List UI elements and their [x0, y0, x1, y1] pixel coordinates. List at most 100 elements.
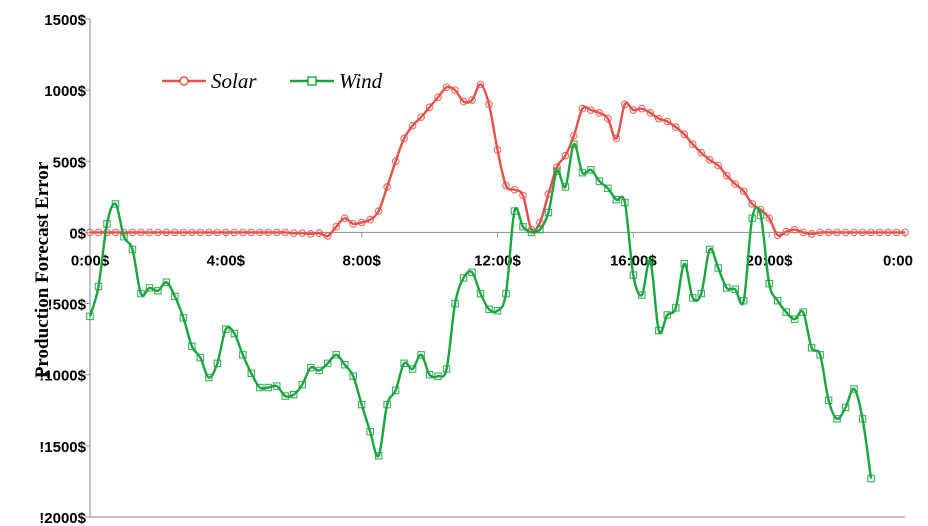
solar-point — [332, 222, 341, 231]
solar-point — [875, 228, 884, 237]
solar-point — [171, 228, 179, 237]
solar-line — [89, 83, 905, 238]
wind-point — [485, 305, 493, 314]
solar-point — [468, 96, 476, 104]
solar-point — [748, 200, 757, 208]
x-tick-label: 20:00$ — [746, 252, 793, 269]
solar-point — [128, 228, 137, 237]
solar-point — [858, 228, 867, 237]
wind-point — [553, 167, 561, 175]
wind-point — [655, 326, 663, 335]
wind-point — [256, 383, 264, 392]
wind-point — [646, 257, 655, 265]
wind-point — [536, 225, 544, 234]
wind-point — [357, 400, 366, 409]
wind-point — [162, 278, 171, 286]
wind-point — [587, 166, 595, 174]
legend-wind-marker — [307, 76, 317, 86]
solar-point — [519, 191, 527, 200]
solar-point — [739, 187, 748, 196]
solar-point — [451, 86, 459, 94]
solar-point — [154, 228, 162, 237]
solar-point — [230, 228, 239, 237]
wind-point — [281, 392, 290, 400]
solar-point — [476, 80, 485, 89]
wind-point — [833, 415, 841, 423]
solar-point — [188, 228, 196, 237]
wind-point — [689, 294, 697, 302]
y-tick-label: 500$ — [53, 154, 87, 171]
solar-point — [272, 228, 281, 237]
solar-point — [850, 228, 858, 237]
solar-point — [654, 114, 663, 123]
wind-point — [799, 308, 807, 316]
solar-point — [137, 228, 145, 237]
solar-point — [281, 228, 290, 237]
wind-point — [417, 351, 425, 359]
wind-point — [858, 415, 867, 423]
solar-point — [773, 231, 782, 240]
solar-point — [306, 230, 315, 238]
wind-point — [289, 390, 298, 399]
wind-point — [672, 304, 680, 312]
wind-point — [824, 396, 833, 405]
wind-point — [298, 380, 306, 389]
y-tick-label: 1000$ — [44, 83, 86, 100]
wind-point — [205, 373, 213, 382]
wind-point — [493, 306, 502, 315]
solar-point — [298, 229, 307, 237]
wind-point — [459, 274, 468, 282]
solar-point — [323, 232, 332, 240]
solar-point — [247, 228, 256, 237]
wind-point — [527, 228, 536, 237]
wind-point — [595, 177, 604, 185]
wind-point — [408, 365, 417, 373]
wind-point — [400, 359, 408, 368]
wind-point — [714, 264, 722, 272]
wind-point — [230, 329, 239, 338]
y-tick-label: 0$ — [69, 225, 86, 242]
series-layer — [86, 80, 909, 483]
solar-point — [688, 140, 697, 149]
wind-point — [86, 312, 94, 321]
solar-point — [807, 230, 816, 238]
wind-point — [867, 474, 875, 483]
solar-point — [162, 228, 171, 237]
y-tick-label: !1000$ — [39, 368, 86, 385]
solar-point — [604, 114, 612, 123]
solar-point — [790, 225, 799, 234]
solar-point — [841, 228, 850, 237]
y-tick-label: !2000$ — [39, 510, 86, 526]
solar-point — [587, 106, 595, 114]
wind-point — [697, 289, 705, 298]
wind-point — [323, 359, 332, 368]
legend-solar-label: Solar — [211, 69, 257, 93]
solar-point — [867, 228, 875, 237]
wind-point — [841, 403, 850, 412]
solar-point — [340, 214, 349, 223]
wind-line — [88, 143, 873, 479]
x-tick-label: 0:00$ — [71, 252, 110, 269]
wind-point — [111, 200, 120, 208]
solar-point — [697, 148, 706, 157]
solar-point — [510, 185, 519, 194]
solar-point — [629, 106, 638, 114]
wind-point — [578, 168, 587, 177]
wind-point — [332, 351, 340, 359]
wind-point — [680, 259, 689, 268]
axes: 1500$ 1000$ 500$ 0$ !500$ !1000$ !1500$ !2000$ 0… — [39, 12, 913, 526]
solar-point — [485, 100, 493, 109]
wind-point — [468, 268, 476, 277]
wind-point — [739, 296, 748, 305]
wind-point — [722, 284, 731, 292]
wind-point — [120, 232, 128, 241]
wind-point — [705, 245, 714, 254]
wind-point — [476, 289, 485, 298]
wind-series — [86, 140, 875, 483]
wind-point — [425, 370, 434, 379]
solar-point — [459, 97, 468, 106]
x-tick-label: 12:00$ — [474, 252, 521, 269]
wind-point — [154, 287, 162, 295]
wind-point — [128, 245, 137, 254]
